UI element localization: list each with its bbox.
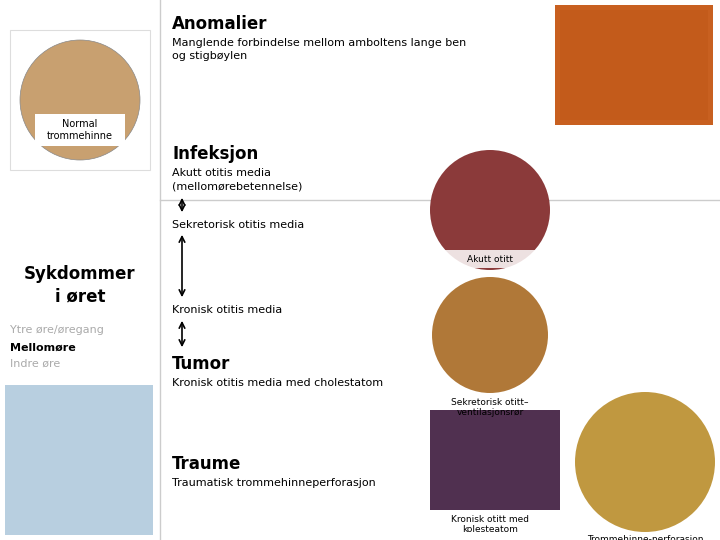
Bar (430, 410, 560, 510)
Text: Kronisk otitt med
kolesteatom: Kronisk otitt med kolesteatom (451, 515, 529, 535)
Bar (35, 114, 125, 146)
Bar (445, 250, 535, 268)
Text: Mellomøre: Mellomøre (10, 343, 76, 353)
Text: Infeksjon: Infeksjon (172, 145, 258, 163)
Bar (560, 10, 708, 120)
Ellipse shape (430, 150, 550, 270)
Ellipse shape (575, 392, 715, 532)
Text: Kronisk otitis media med cholestatom: Kronisk otitis media med cholestatom (172, 378, 383, 388)
Text: Akutt otitis media
(mellomørebetennelse): Akutt otitis media (mellomørebetennelse) (172, 168, 302, 191)
Text: Normal
trommehinne: Normal trommehinne (47, 119, 113, 141)
Text: Manglende forbindelse mellom amboltens lange ben
og stigbøylen: Manglende forbindelse mellom amboltens l… (172, 38, 467, 61)
Text: Sekretorisk otitt–
ventilasjonsrør: Sekretorisk otitt– ventilasjonsrør (451, 398, 528, 417)
Text: Sekretorisk otitis media: Sekretorisk otitis media (172, 220, 305, 230)
Bar (555, 5, 713, 125)
Text: Anomalier: Anomalier (172, 15, 268, 33)
Text: Indre øre: Indre øre (10, 359, 60, 369)
Text: Ytre øre/øregang: Ytre øre/øregang (10, 325, 104, 335)
Text: Akutt otitt: Akutt otitt (467, 254, 513, 264)
Bar (10, 30, 150, 170)
Ellipse shape (20, 40, 140, 160)
Text: Tumor: Tumor (172, 355, 230, 373)
Bar (5, 385, 153, 535)
Text: Trommehinne-perforasjon: Trommehinne-perforasjon (587, 535, 703, 540)
Text: Traume: Traume (172, 455, 241, 473)
Ellipse shape (432, 277, 548, 393)
Text: Sykdommer
i øret: Sykdommer i øret (24, 265, 136, 305)
Text: Traumatisk trommehinneperforasjon: Traumatisk trommehinneperforasjon (172, 478, 376, 488)
Text: Kronisk otitis media: Kronisk otitis media (172, 305, 282, 315)
